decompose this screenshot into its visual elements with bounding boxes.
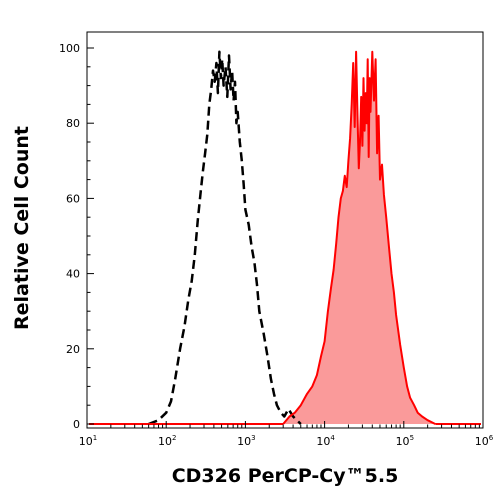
series-fill-1: [283, 51, 436, 425]
plot-frame: [86, 31, 484, 429]
histogram-fill-layer: [283, 51, 436, 425]
x-tick-label: 102: [158, 434, 176, 448]
y-tick-label: 100: [59, 42, 80, 55]
x-tick-label: 105: [396, 434, 414, 448]
series-line-1: [282, 50, 436, 425]
y-tick-label: 40: [66, 268, 80, 281]
y-axis-label: Relative Cell Count: [11, 126, 33, 330]
histogram-line-layer: [89, 50, 481, 426]
y-axis: 0 20 40 60 80 100: [59, 42, 94, 431]
y-tick-label: 0: [73, 418, 80, 431]
x-axis-label: CD326 PerCP-Cy™5.5: [172, 465, 399, 487]
x-tick-label: 103: [237, 434, 255, 448]
y-tick-label: 60: [66, 192, 80, 205]
x-tick-label: 101: [79, 434, 97, 448]
x-axis: 101 102 103 104 105 106: [79, 421, 494, 448]
y-tick-label: 20: [66, 343, 80, 356]
y-tick-label: 80: [66, 117, 80, 130]
x-tick-label: 104: [316, 434, 335, 448]
x-tick-label: 106: [475, 434, 494, 448]
series-line-0: [148, 50, 302, 426]
